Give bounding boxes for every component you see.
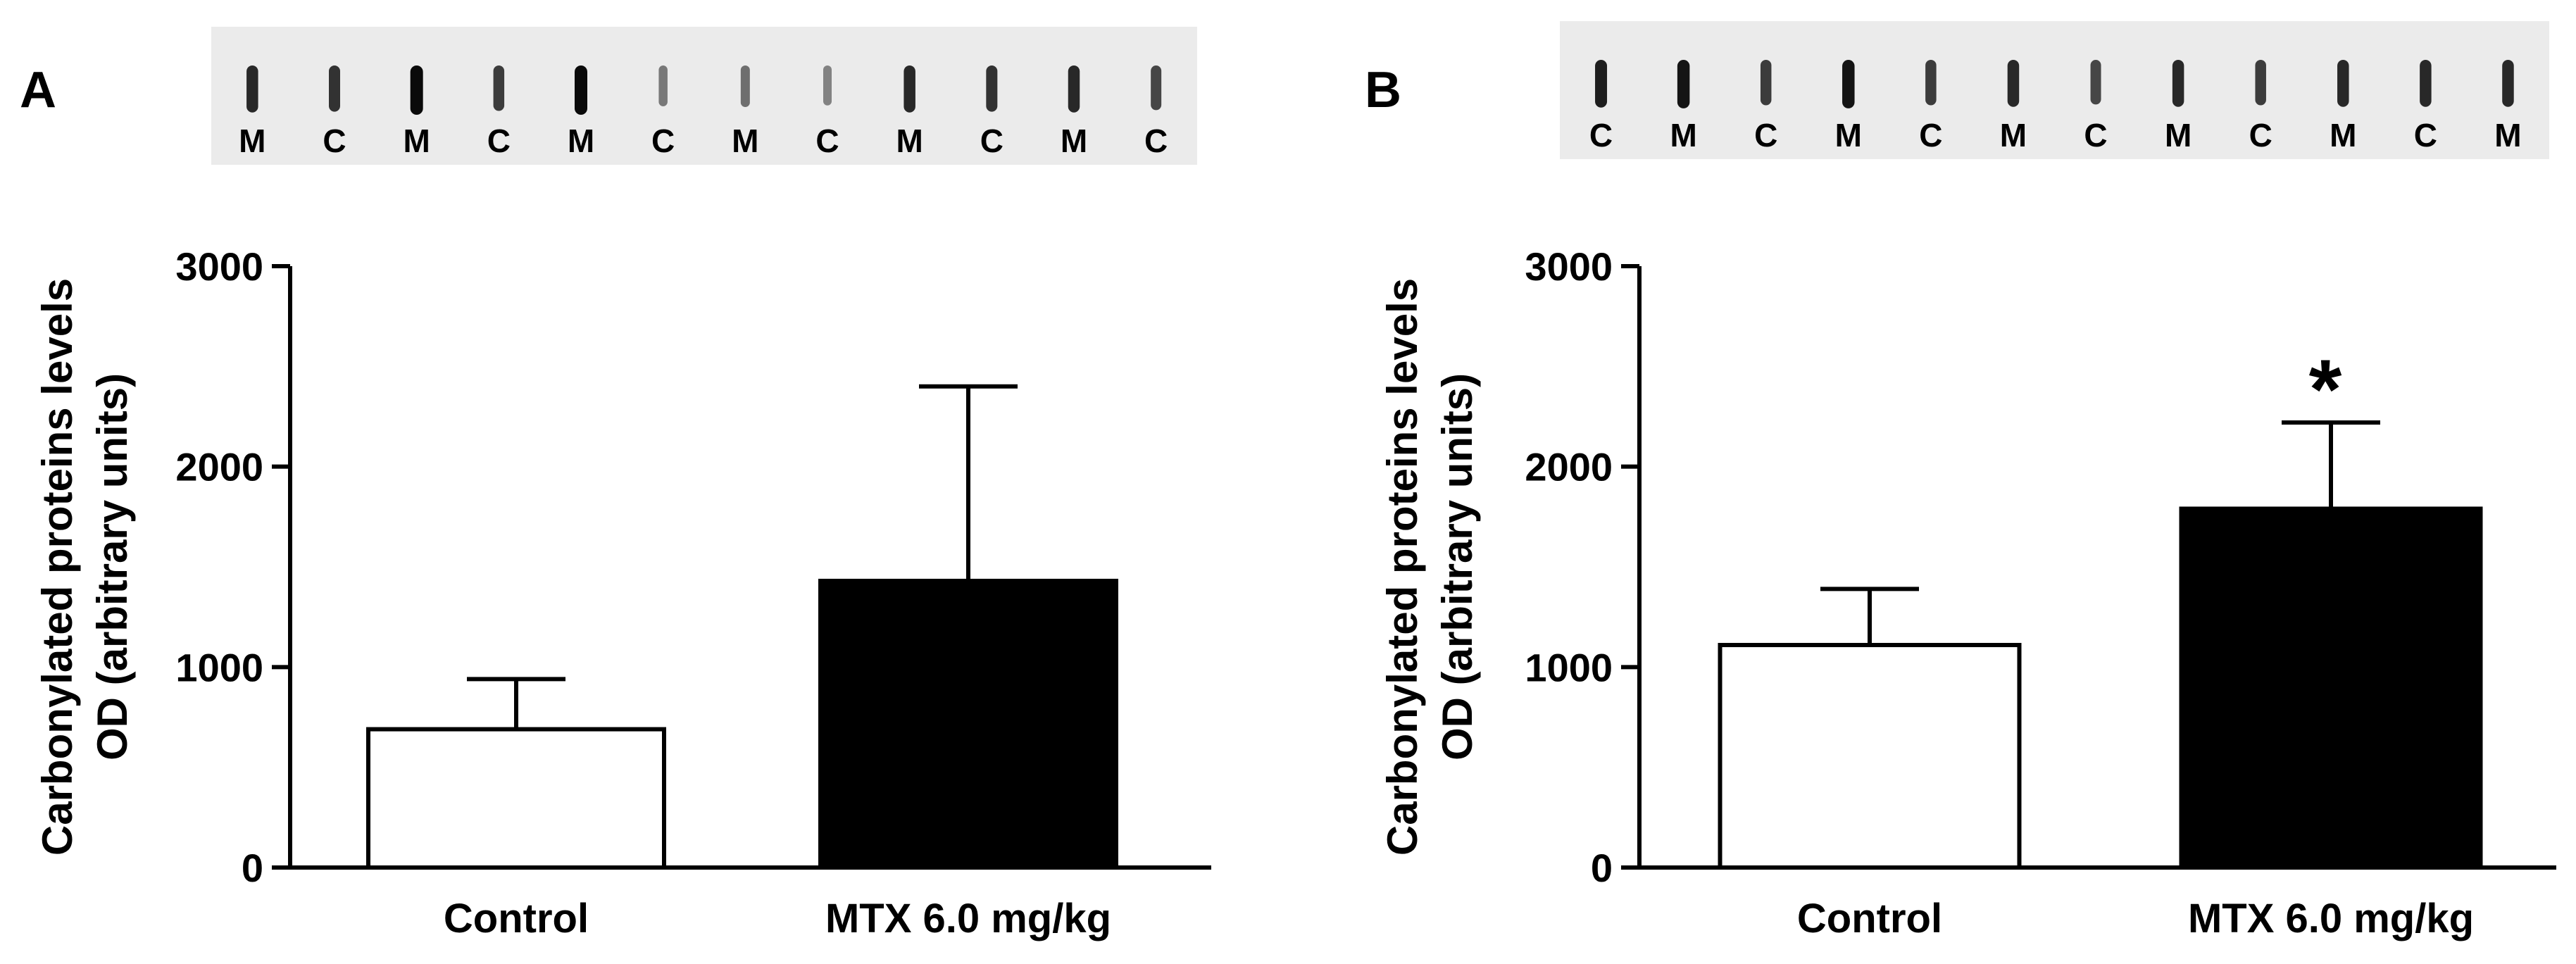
y-tick-label: 1000	[1525, 645, 1613, 689]
blot-band	[986, 65, 998, 112]
bar	[1718, 643, 2022, 870]
y-axis: 0 1000 2000 3000	[1525, 244, 1642, 890]
blot-lane-label: C	[651, 123, 675, 159]
panel-b: B C M C M C M C M C M C M 0 1000 2000 3000 Carbonylated p…	[1365, 21, 2556, 941]
blot-band	[2172, 60, 2184, 107]
blot-band	[1151, 65, 1162, 111]
y-axis-label: Carbonylated proteins levels	[34, 278, 81, 856]
bar	[818, 578, 1118, 870]
blot-band	[2337, 60, 2349, 107]
blot-band	[329, 65, 340, 112]
panel-letter: A	[20, 62, 56, 118]
blot-lane-label: C	[980, 123, 1003, 159]
blot-band	[2090, 60, 2101, 105]
y-tick-label: 1000	[175, 645, 263, 689]
blot-band	[1595, 60, 1608, 108]
blot-lane-label: M	[1835, 117, 1862, 154]
blot-band	[2255, 60, 2266, 106]
blot-lane-label: C	[323, 123, 346, 159]
blot-band	[2420, 60, 2432, 107]
blot-band	[904, 65, 915, 113]
blot-band	[1068, 65, 1080, 113]
y-tick-label: 3000	[1525, 244, 1613, 289]
bar	[366, 727, 666, 870]
y-axis: 0 1000 2000 3000	[175, 244, 292, 890]
blot-lane-label: M	[2000, 117, 2027, 154]
blot-background	[1560, 21, 2549, 159]
panel-a: A M C M C M C M C M C M C 0 1000 2000 3000 Carbonylated p…	[20, 27, 1211, 941]
blot-band	[246, 65, 258, 113]
panel-letter: B	[1365, 62, 1401, 118]
blot-lane-label: M	[1670, 117, 1696, 154]
x-category-label: MTX 6.0 mg/kg	[2188, 896, 2474, 941]
significance-marker: *	[2309, 342, 2342, 437]
blot-band	[575, 65, 587, 115]
x-category-label: Control	[1797, 896, 1942, 941]
y-tick-label: 2000	[1525, 445, 1613, 489]
blot-lane-label: C	[487, 123, 511, 159]
blot-lane-label: C	[1754, 117, 1777, 154]
blot-lane-label: M	[404, 123, 430, 159]
blot-lane-label: M	[568, 123, 594, 159]
y-tick-label: 0	[1591, 846, 1613, 890]
bar	[2179, 506, 2483, 870]
blot-band	[1842, 60, 1855, 108]
blot-lane-label: M	[2165, 117, 2192, 154]
blot-lane-label: M	[732, 123, 758, 159]
y-axis-label: OD (arbitrary units)	[89, 373, 136, 760]
blot-band	[493, 65, 505, 111]
blot-band	[410, 65, 423, 115]
blot-lane-label: M	[239, 123, 265, 159]
blot-lane-label: C	[1144, 123, 1168, 159]
blot-lane-label: C	[815, 123, 839, 159]
y-tick-label: 2000	[175, 445, 263, 489]
x-category-label: MTX 6.0 mg/kg	[825, 896, 1111, 941]
blot-lane-label: C	[2249, 117, 2272, 154]
y-tick-label: 3000	[175, 244, 263, 289]
blot-band	[2007, 60, 2020, 107]
blot-lane-label: M	[1061, 123, 1087, 159]
blot-lane-label: M	[2330, 117, 2356, 154]
y-axis-label: OD (arbitrary units)	[1434, 373, 1481, 760]
blot-band	[2502, 60, 2514, 107]
blot-lane-label: M	[2494, 117, 2521, 154]
blot-lane-label: M	[896, 123, 923, 159]
blot-band	[740, 65, 750, 107]
blot-band	[823, 65, 832, 106]
y-axis-label: Carbonylated proteins levels	[1379, 278, 1426, 856]
blot-band	[1760, 60, 1772, 106]
x-category-label: Control	[444, 896, 589, 941]
blot-lane-label: C	[1589, 117, 1613, 154]
blot-band	[1925, 60, 1937, 106]
blot-band	[658, 65, 668, 106]
y-tick-label: 0	[242, 846, 263, 890]
blot-background	[211, 27, 1197, 165]
blot-lane-label: C	[1919, 117, 1942, 154]
blot-lane-label: C	[2414, 117, 2437, 154]
blot-lane-label: C	[2084, 117, 2107, 154]
blot-band	[1677, 60, 1690, 108]
